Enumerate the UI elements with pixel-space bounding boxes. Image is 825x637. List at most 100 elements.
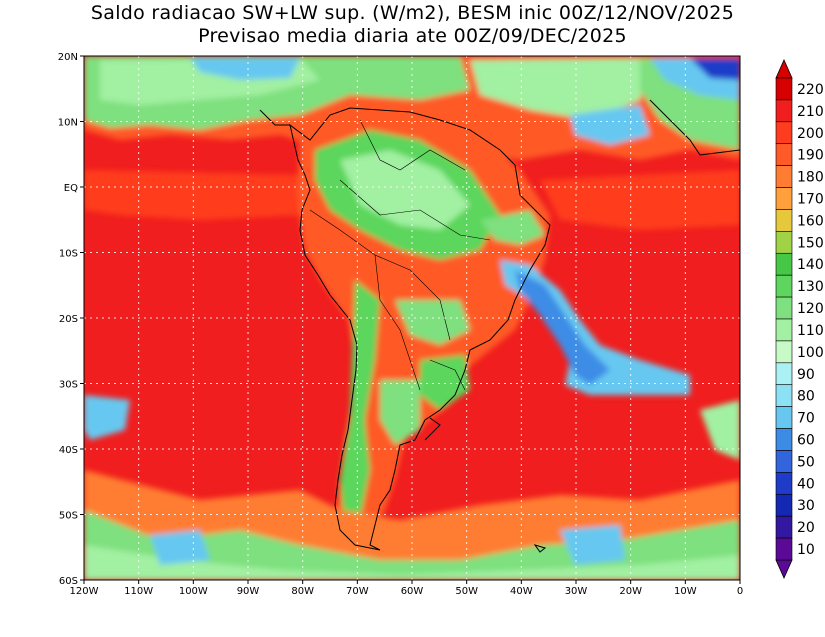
field-atlantic-eq: [540, 170, 740, 230]
colorbar-swatch: [775, 231, 793, 254]
field-northeast-green: [480, 210, 545, 245]
colorbar-top-arrow: [775, 59, 793, 79]
colorbar-swatch: [775, 384, 793, 407]
colorbar-label: 140: [797, 257, 824, 273]
lon-tick-label: 40W: [510, 586, 533, 597]
colorbar-swatch: [775, 318, 793, 342]
lat-tick-label: 10S: [59, 249, 78, 260]
gridlines: [84, 56, 740, 580]
field-layer: [84, 56, 740, 580]
lat-axis: 20N 10N EQ 10S 20S 30S 40S 50S 60S: [58, 52, 84, 587]
lat-tick-label: 50S: [59, 511, 78, 522]
lat-tick-label: EQ: [64, 183, 78, 194]
colorbar-swatch: [775, 143, 793, 166]
colorbar-swatch: [775, 493, 793, 517]
colorbar-label: 220: [797, 82, 824, 98]
lon-tick-label: 120W: [70, 586, 99, 597]
colorbar-swatch: [775, 77, 793, 101]
colorbar-swatch: [775, 406, 793, 429]
lon-tick-label: 30W: [565, 586, 588, 597]
field-south-lightgreen: [84, 545, 740, 580]
border-6: [359, 119, 466, 171]
colorbar-label: 150: [797, 235, 824, 251]
colorbar-label: 180: [797, 170, 824, 186]
border-5: [429, 359, 466, 391]
colorbar-swatch: [775, 472, 793, 495]
lon-tick-label: 90W: [237, 586, 260, 597]
colorbar-label: 130: [797, 279, 824, 295]
lat-tick-label: 10N: [58, 118, 78, 129]
colorbar-swatch: [775, 340, 793, 364]
lon-tick-label: 60W: [401, 586, 424, 597]
colorbar-swatch: [775, 537, 793, 561]
colorbar-label: 110: [797, 323, 824, 339]
field-atlantic-blue: [570, 105, 650, 145]
field-west-blue: [84, 395, 130, 440]
colorbar-label: 80: [797, 389, 815, 405]
lat-tick-label: 20N: [58, 52, 78, 63]
lon-tick-label: 70W: [346, 586, 369, 597]
colorbar-label: 30: [797, 498, 815, 514]
colorbar-label: 100: [797, 345, 824, 361]
rio-plata: [424, 417, 441, 441]
colorbar-swatch: [775, 428, 793, 451]
colorbar-label: 50: [797, 454, 815, 470]
colorbar-swatch: [775, 515, 793, 539]
colorbar-swatch: [775, 99, 793, 123]
colorbar: 220 210 200 190 180 170 160 150 140 130 120 110 100 9…: [775, 59, 824, 579]
colorbar-label: 120: [797, 301, 824, 317]
africa-coast: [649, 99, 740, 156]
field-east-green: [700, 400, 740, 460]
border-3: [374, 254, 451, 341]
lat-tick-label: 60S: [59, 576, 78, 587]
colorbar-label: 90: [797, 367, 815, 383]
colorbar-label: 20: [797, 520, 815, 536]
colorbar-swatch: [775, 165, 793, 188]
borders: [309, 119, 491, 391]
field-atlantic-streak-core: [515, 270, 610, 385]
field-north-blue: [190, 58, 300, 80]
field-amazon-lightgreen: [340, 150, 470, 230]
field-south-blue-1: [150, 530, 210, 565]
border-4: [379, 299, 421, 391]
colorbar-label: 60: [797, 433, 815, 449]
field-pacific-eq: [84, 170, 330, 220]
lon-tick-label: 80W: [291, 586, 314, 597]
colorbar-label: 170: [797, 192, 824, 208]
colorbar-swatch: [775, 209, 793, 232]
colorbar-swatch: [775, 187, 793, 210]
lon-tick-label: 0: [737, 586, 743, 597]
coastlines: [259, 99, 740, 553]
south-america-coast: [289, 107, 551, 551]
colorbar-swatch: [775, 362, 793, 386]
colorbar-label: 210: [797, 104, 824, 120]
colorbar-label: 40: [797, 476, 815, 492]
field-south-brazil-green: [420, 355, 470, 410]
colorbar-label: 190: [797, 148, 824, 164]
lon-tick-label: 110W: [124, 586, 153, 597]
colorbar-swatch: [775, 274, 793, 298]
colorbar-swatch: [775, 252, 793, 276]
lat-tick-label: 40S: [59, 445, 78, 456]
field-atlantic-north-green: [470, 58, 650, 120]
lon-tick-label: 100W: [179, 586, 208, 597]
field-argentina-green: [380, 380, 420, 445]
colorbar-swatch: [775, 296, 793, 320]
lat-tick-label: 20S: [59, 314, 78, 325]
colorbar-label: 160: [797, 213, 824, 229]
lat-tick-label: 30S: [59, 380, 78, 391]
field-pantanal-green: [395, 300, 470, 345]
colorbar-label: 10: [797, 542, 815, 558]
field-africa-darkblue: [690, 58, 740, 80]
lon-axis: 120W 110W 100W 90W 80W 70W 60W 50W 40W 30W 20W 10W 0: [70, 580, 743, 597]
lon-tick-label: 10W: [674, 586, 697, 597]
colorbar-label: 200: [797, 126, 824, 142]
falklands: [533, 544, 547, 553]
chart-title: Saldo radiacao SW+LW sup. (W/m2), BESM i…: [90, 2, 735, 24]
lon-tick-label: 50W: [455, 586, 478, 597]
chart-subtitle: Previsao media diaria ate 00Z/09/DEC/202…: [198, 25, 627, 47]
colorbar-label: 70: [797, 411, 815, 427]
colorbar-bottom-arrow: [775, 559, 793, 579]
central-america-coast: [259, 109, 290, 126]
